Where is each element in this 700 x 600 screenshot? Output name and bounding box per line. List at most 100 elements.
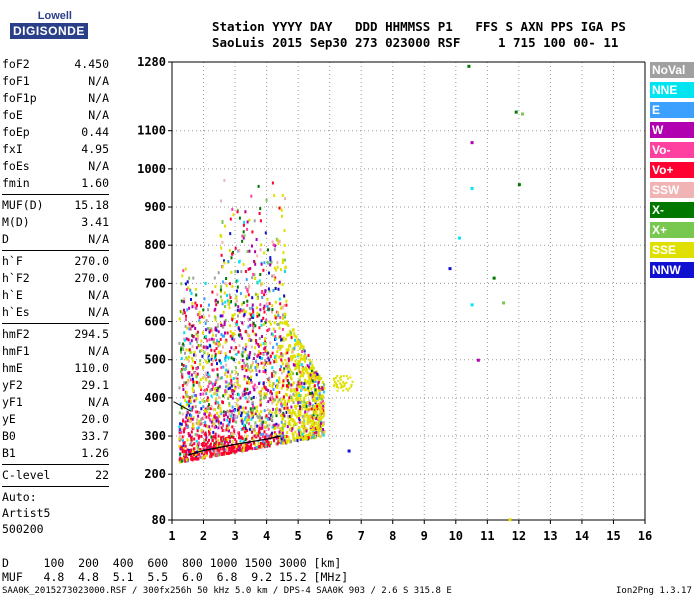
echo-point <box>253 352 256 356</box>
echo-point <box>318 395 321 399</box>
echo-point <box>231 412 233 416</box>
echo-point <box>231 396 234 400</box>
echo-point <box>310 419 313 423</box>
echo-point <box>310 369 313 372</box>
echo-point <box>307 354 310 357</box>
x-tick-label: 8 <box>389 529 396 543</box>
echo-point <box>209 344 211 348</box>
echo-point <box>306 364 309 368</box>
echo-point <box>223 178 226 182</box>
echo-point <box>223 447 225 451</box>
echo-point <box>246 413 249 416</box>
echo-point <box>234 269 237 273</box>
echo-point <box>272 407 275 411</box>
echo-point <box>215 303 218 307</box>
echo-point <box>228 293 231 297</box>
echo-point <box>202 376 205 380</box>
echo-point <box>188 404 191 408</box>
echo-point <box>259 352 262 355</box>
echo-point <box>320 433 323 437</box>
echo-point <box>304 406 307 410</box>
echo-point <box>269 256 272 260</box>
echo-point <box>281 313 284 317</box>
echo-point <box>251 323 254 327</box>
echo-point <box>291 418 294 421</box>
echo-point <box>316 404 319 408</box>
echo-point <box>292 433 295 437</box>
echo-point <box>237 327 240 331</box>
echo-point <box>245 368 248 372</box>
echo-point <box>266 260 269 264</box>
echo-point <box>293 346 296 350</box>
echo-point <box>314 404 317 408</box>
echo-point <box>210 348 213 352</box>
echo-point <box>283 367 286 371</box>
echo-point <box>206 346 209 350</box>
echo-point <box>197 422 200 426</box>
param-value: N/A <box>88 91 109 105</box>
echo-point <box>184 444 187 448</box>
echo-point <box>264 342 266 346</box>
echo-point <box>251 436 254 440</box>
echo-point <box>263 392 266 396</box>
echo-point <box>250 194 253 198</box>
echo-point <box>274 371 277 375</box>
echo-point <box>278 432 281 436</box>
echo-point <box>312 366 315 370</box>
echo-point <box>210 413 212 417</box>
echo-point <box>322 404 325 408</box>
echo-point <box>320 377 323 380</box>
echo-point <box>220 412 223 416</box>
echo-point <box>265 414 268 418</box>
echo-point <box>193 380 196 384</box>
echo-point <box>252 395 255 399</box>
echo-point <box>180 299 183 303</box>
param-row: B0 33.7 <box>2 428 109 445</box>
echo-point <box>242 448 245 452</box>
echo-point <box>303 435 306 438</box>
echo-point <box>239 333 242 337</box>
echo-point <box>200 451 203 455</box>
echo-point <box>266 438 269 442</box>
echo-point <box>249 365 252 369</box>
echo-point <box>263 304 266 308</box>
echo-point <box>317 393 320 397</box>
echo-point <box>310 371 313 375</box>
echo-point <box>268 320 271 324</box>
echo-point <box>210 357 213 361</box>
echo-point <box>219 407 222 410</box>
echo-point <box>263 261 266 265</box>
param-value: 1.60 <box>81 176 109 190</box>
echo-point <box>333 381 336 383</box>
echo-point <box>240 411 243 415</box>
echo-point <box>218 385 221 389</box>
echo-point <box>297 380 300 384</box>
param-row: hmF1 N/A <box>2 343 109 360</box>
echo-point <box>185 455 188 459</box>
echo-point <box>262 370 265 374</box>
echo-point <box>185 314 187 318</box>
echo-point <box>313 426 316 429</box>
echo-point <box>229 373 232 377</box>
param-label: yE <box>2 412 16 426</box>
echo-point <box>220 285 223 289</box>
echo-point <box>274 276 277 280</box>
echo-point <box>303 422 305 426</box>
echo-point <box>292 425 295 429</box>
echo-point <box>261 356 263 360</box>
echo-point <box>196 444 199 448</box>
echo-point <box>276 385 279 389</box>
echo-point <box>214 326 217 330</box>
echo-point <box>218 414 221 418</box>
echo-point <box>311 423 313 427</box>
echo-point <box>298 428 301 432</box>
echo-point <box>187 416 190 420</box>
header-labels: Station YYYY DAY DDD HHMMSS P1 FFS S AXN… <box>212 19 626 34</box>
echo-point <box>227 260 230 263</box>
echo-point <box>252 405 255 408</box>
echo-point <box>216 388 219 392</box>
echo-point <box>229 409 232 413</box>
echo-point <box>193 437 196 441</box>
echo-point <box>301 432 304 436</box>
echo-point <box>190 442 193 445</box>
